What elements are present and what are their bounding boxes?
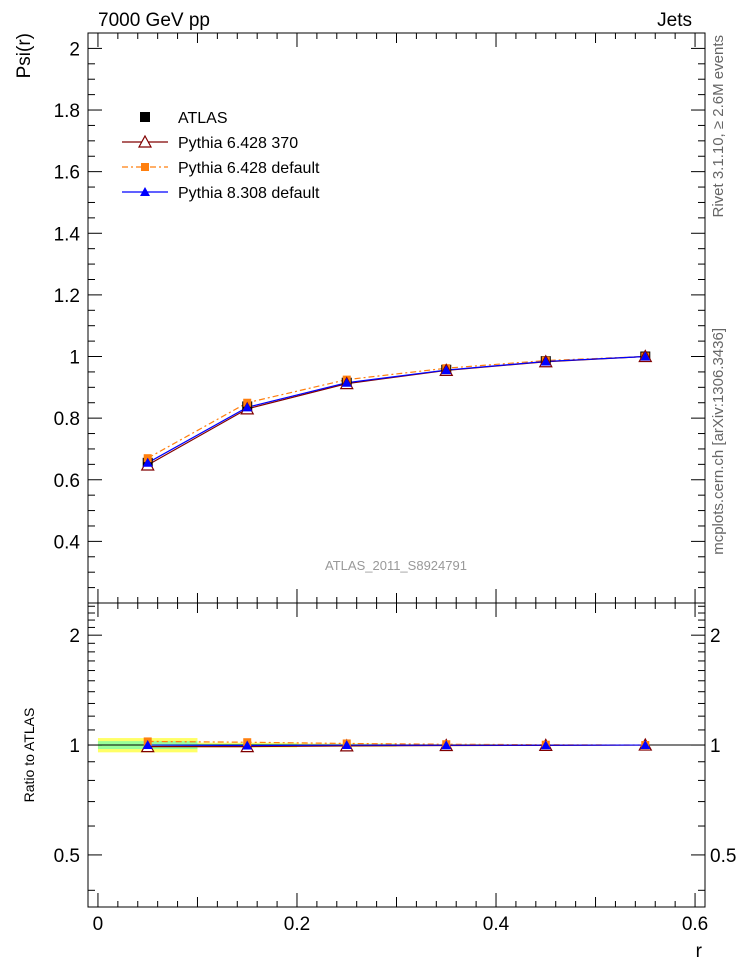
y-tick-label: 1 bbox=[69, 348, 80, 369]
y-tick-label: 1.4 bbox=[54, 224, 81, 245]
legend-label: Pythia 8.308 default bbox=[178, 185, 320, 202]
series-line-pythia-8-308-default bbox=[147, 355, 646, 464]
ratio-y-tick-label: 2 bbox=[69, 626, 80, 647]
side-text-rivet: Rivet 3.1.10, ≥ 2.6M events bbox=[710, 35, 727, 218]
ratio-y-tick-label-right: 2 bbox=[710, 626, 721, 647]
ratio-y-tick-label-right: 1 bbox=[710, 736, 721, 757]
legend-label: Pythia 6.428 default bbox=[178, 160, 320, 177]
main-ylabel: Psi(r) bbox=[14, 33, 35, 78]
data-point-pythia-8-308-default bbox=[142, 457, 153, 467]
data-point-pythia-8-308-default bbox=[341, 377, 352, 387]
ratio-y-tick-label: 0.5 bbox=[54, 846, 80, 867]
ratio-point-pythia-8-308-default bbox=[142, 740, 153, 750]
ratio-point-pythia-8-308-default bbox=[242, 740, 253, 750]
y-tick-label: 1.2 bbox=[54, 286, 80, 307]
ratio-line-pythia-6-428-default bbox=[147, 740, 646, 746]
legend-marker bbox=[140, 187, 150, 196]
ratio-panel: 0.5 0.5 1 1 2 2 0 0.2 0.4 0.6 Ratio to ATLAS r bbox=[21, 602, 736, 962]
ratio-point-pythia-8-308-default bbox=[341, 740, 352, 750]
title-right: Jets bbox=[657, 10, 692, 31]
ratio-point-pythia-8-308-default bbox=[640, 740, 651, 750]
data-point-pythia-8-308-default bbox=[242, 402, 253, 412]
legend: ATLAS Pythia 6.428 370 Pythia 6.428 defaul… bbox=[122, 110, 320, 202]
y-tick-label: 0.4 bbox=[54, 532, 81, 553]
y-tick-label: 0.6 bbox=[54, 471, 80, 492]
ratio-point-pythia-8-308-default bbox=[540, 740, 551, 750]
legend-label: ATLAS bbox=[178, 110, 228, 127]
legend-marker bbox=[137, 134, 153, 148]
ratio-y-tick-label: 1 bbox=[69, 736, 80, 757]
x-tick-label: 0.6 bbox=[682, 914, 708, 935]
y-tick-label: 0.8 bbox=[54, 409, 80, 430]
x-tick-label: 0 bbox=[93, 914, 104, 935]
data-point-pythia-8-308-default bbox=[640, 351, 651, 361]
ratio-frame bbox=[87, 602, 706, 908]
data-point-pythia-8-308-default bbox=[540, 356, 551, 366]
y-tick-label: 1.8 bbox=[54, 101, 80, 122]
analysis-label: ATLAS_2011_S8924791 bbox=[325, 558, 467, 573]
ratio-y-tick-label-right: 0.5 bbox=[710, 846, 736, 867]
legend-marker bbox=[140, 112, 150, 122]
series-line-pythia-6-428-370 bbox=[147, 355, 646, 466]
y-tick-label: 1.6 bbox=[54, 163, 80, 184]
side-text-mcplots: mcplots.cern.ch [arXiv:1306.3436] bbox=[710, 328, 727, 555]
legend-marker bbox=[141, 163, 149, 171]
legend-label: Pythia 6.428 370 bbox=[178, 135, 298, 152]
x-tick-label: 0.2 bbox=[284, 914, 310, 935]
ratio-point-pythia-8-308-default bbox=[441, 740, 452, 750]
data-point-pythia-8-308-default bbox=[441, 365, 452, 375]
ratio-ylabel: Ratio to ATLAS bbox=[21, 708, 37, 803]
ratio-xlabel: r bbox=[696, 941, 703, 962]
y-tick-label: 2 bbox=[69, 39, 80, 60]
title-left: 7000 GeV pp bbox=[98, 10, 210, 31]
x-tick-label: 0.4 bbox=[483, 914, 510, 935]
series-line-pythia-6-428-default bbox=[147, 355, 646, 459]
main-panel: 0.4 0.6 0.8 1 1.2 1.4 1.6 1.8 2 Psi(r) ATLAS_201… bbox=[14, 32, 706, 604]
